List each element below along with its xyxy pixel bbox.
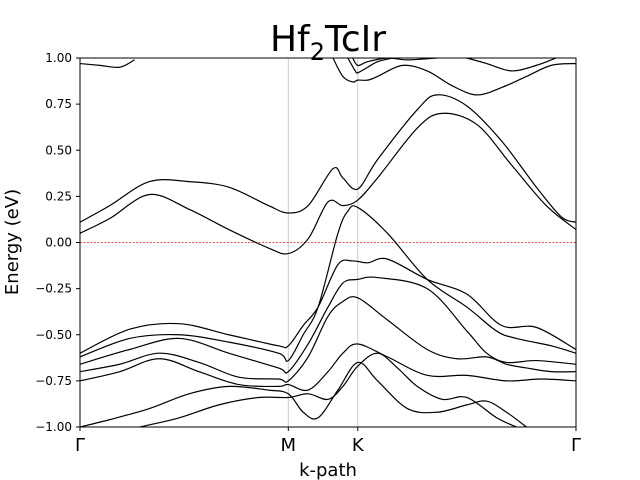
y-axis: −1.00 −0.75 −0.50 −0.25 0.00 0.25 0.50 0.75 1.00 xyxy=(35,51,80,434)
band-line-4 xyxy=(80,257,576,354)
chart-title: Hf2TcIr xyxy=(270,19,386,66)
band-line-9 xyxy=(139,352,517,427)
band-line-11 xyxy=(332,58,576,96)
x-tick-label: Γ xyxy=(75,435,85,456)
band-line-5 xyxy=(80,276,576,374)
y-tick-label: 0.75 xyxy=(45,97,72,111)
band-line-8 xyxy=(80,361,527,427)
band-line-14 xyxy=(466,58,557,72)
y-tick-label: −0.25 xyxy=(35,282,72,296)
band-line-10 xyxy=(80,59,135,69)
band-line-2 xyxy=(80,112,576,255)
x-tick-label: Γ xyxy=(571,435,581,456)
band-line-12 xyxy=(347,58,393,74)
x-tick-label: M xyxy=(281,435,297,456)
y-tick-label: −0.75 xyxy=(35,374,72,388)
y-tick-label: −0.50 xyxy=(35,328,72,342)
y-tick-label: 1.00 xyxy=(45,51,72,65)
band-line-6 xyxy=(80,296,576,383)
band-line-13 xyxy=(352,58,438,67)
y-tick-label: 0.00 xyxy=(45,236,72,250)
band-line-7 xyxy=(80,343,576,392)
x-axis-label: k-path xyxy=(299,460,357,480)
band-line-1 xyxy=(80,94,576,223)
y-tick-label: 0.50 xyxy=(45,143,72,157)
bands-layer xyxy=(80,58,576,427)
y-tick-label: −1.00 xyxy=(35,420,72,434)
band-line-3 xyxy=(80,205,576,362)
y-axis-label: Energy (eV) xyxy=(2,189,23,295)
chart-title-rest: TcIr xyxy=(324,19,386,60)
y-tick-label: 0.25 xyxy=(45,189,72,203)
x-tick-label: K xyxy=(352,435,365,456)
chart-title-subscript: 2 xyxy=(310,38,325,66)
